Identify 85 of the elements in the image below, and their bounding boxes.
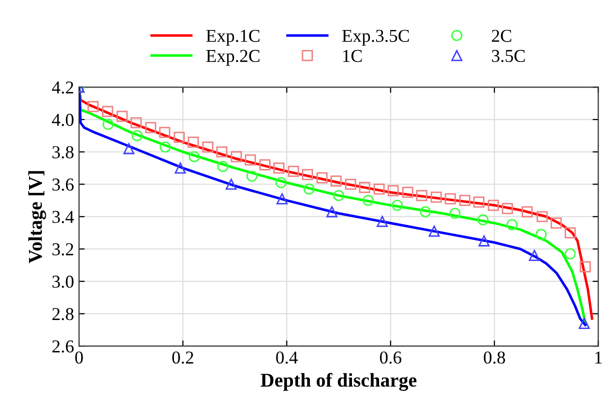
point xyxy=(564,248,576,260)
point xyxy=(304,184,315,195)
point xyxy=(302,168,314,180)
x-tick-label: 1 xyxy=(595,352,602,364)
x-tick-label: 0.8 xyxy=(484,351,506,364)
point xyxy=(550,218,562,229)
y-tick-label: 3.4 xyxy=(52,210,74,224)
point xyxy=(449,208,461,219)
point xyxy=(473,196,484,208)
point xyxy=(188,151,200,162)
point xyxy=(522,206,533,218)
point xyxy=(402,186,414,198)
point xyxy=(488,200,499,211)
point xyxy=(226,178,237,190)
x-tick-label: 0.6 xyxy=(380,351,402,364)
point xyxy=(216,146,228,158)
legend-label: Exp.3.5C xyxy=(342,30,409,46)
point xyxy=(330,175,342,187)
point xyxy=(564,227,576,238)
point xyxy=(174,162,186,174)
point xyxy=(578,318,590,329)
x-tick-label: 0 xyxy=(75,351,83,364)
point xyxy=(217,160,228,172)
y-axis-title: Voltage [V] xyxy=(28,171,46,264)
legend-label: 2C xyxy=(492,30,512,42)
point xyxy=(132,130,143,142)
point xyxy=(359,182,370,194)
point xyxy=(102,118,114,130)
y-tick-label: 3.2 xyxy=(52,243,74,256)
point xyxy=(502,202,513,214)
point xyxy=(316,172,328,184)
y-tick-label: 3.6 xyxy=(52,178,74,191)
point xyxy=(276,193,288,204)
point xyxy=(246,170,258,182)
point xyxy=(275,177,287,188)
point xyxy=(374,184,385,195)
point xyxy=(345,178,356,190)
legend-label: 1C xyxy=(343,50,362,62)
point xyxy=(416,190,428,202)
point xyxy=(160,141,171,153)
point xyxy=(388,185,399,196)
point xyxy=(288,166,300,177)
y-tick-label: 4.2 xyxy=(52,81,74,94)
point xyxy=(273,162,284,174)
point xyxy=(536,228,547,240)
point xyxy=(188,136,199,148)
point xyxy=(444,193,456,204)
point xyxy=(580,261,591,272)
legend-label: 3.5C xyxy=(492,50,525,62)
legend-label: Exp.2C xyxy=(206,50,260,66)
point xyxy=(506,219,518,230)
point xyxy=(536,211,548,222)
point xyxy=(420,206,431,218)
point xyxy=(244,154,256,166)
point xyxy=(528,250,540,262)
point xyxy=(116,110,128,122)
y-tick-label: 3.8 xyxy=(52,146,74,158)
point xyxy=(230,151,242,162)
point xyxy=(88,101,99,112)
point xyxy=(202,141,214,153)
point xyxy=(362,194,374,206)
point xyxy=(326,206,338,218)
point xyxy=(478,235,490,246)
point xyxy=(376,216,388,228)
y-tick-label: 4.0 xyxy=(52,114,74,126)
x-axis-title: Depth of discharge xyxy=(260,372,416,391)
point xyxy=(428,226,440,237)
point xyxy=(477,214,489,226)
point xyxy=(159,126,170,138)
legend-label: Exp.1C xyxy=(206,30,260,46)
y-tick-label: 3.0 xyxy=(52,276,74,288)
point xyxy=(123,143,134,154)
x-tick-label: 0.2 xyxy=(172,351,194,364)
point xyxy=(145,122,156,134)
x-tick-label: 0.4 xyxy=(276,351,298,364)
point xyxy=(459,194,470,206)
y-tick-label: 2.8 xyxy=(52,308,74,320)
point xyxy=(430,192,442,203)
point xyxy=(333,190,344,202)
point xyxy=(174,132,185,143)
point xyxy=(392,200,403,211)
point xyxy=(130,117,142,128)
y-tick-label: 2.6 xyxy=(52,340,74,353)
point xyxy=(102,106,114,117)
point xyxy=(259,159,270,170)
